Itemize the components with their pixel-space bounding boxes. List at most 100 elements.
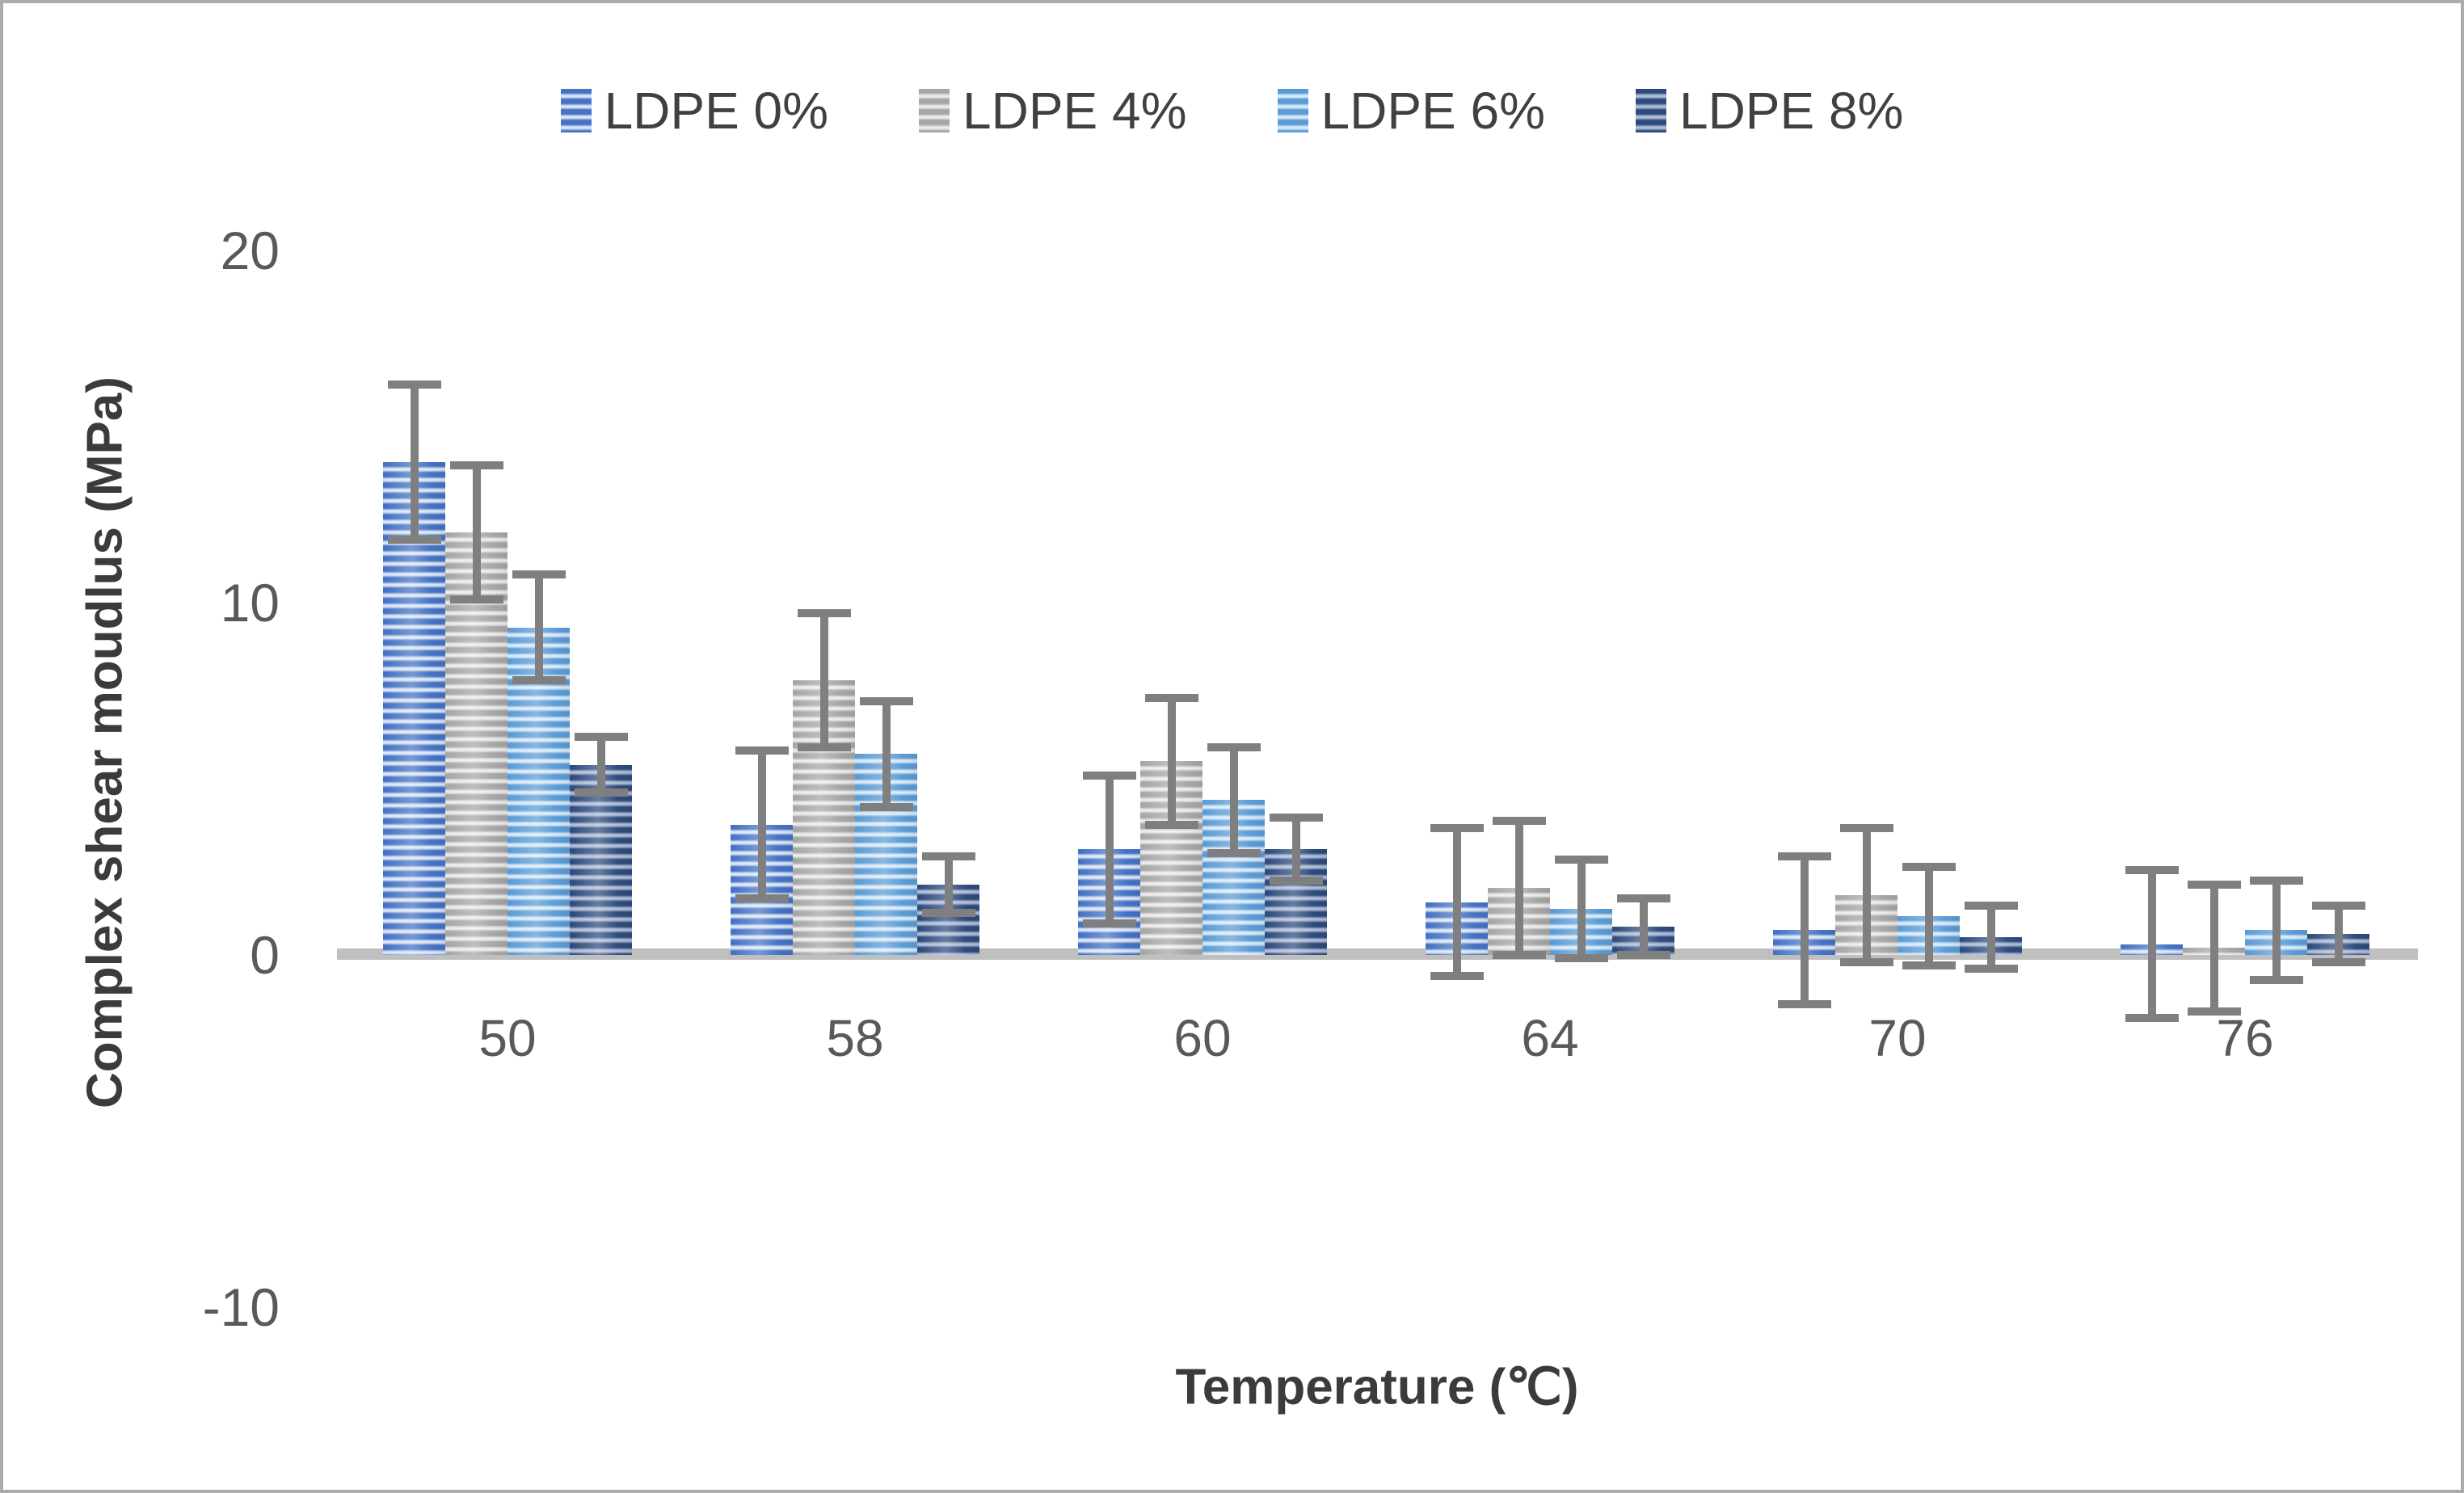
y-axis-tick-label: 10 [220,573,280,633]
error-bar-line [1639,898,1648,955]
error-bar-line [1514,821,1523,955]
error-bar-bottom-cap [387,536,441,544]
error-bar-bottom-cap [1616,951,1670,959]
error-bar-bottom-cap [1777,1000,1831,1008]
error-bar-bottom-cap [574,789,628,797]
error-bar-line [1167,698,1176,825]
error-bar-bottom-cap [2125,1014,2179,1022]
bar-ldpe-0%-50 [383,462,445,955]
error-bar-line [2209,885,2218,1011]
error-bar-top-cap [1964,902,2018,910]
error-bar-bottom-cap [1554,954,1608,962]
x-axis-tick-label: 76 [2216,1009,2274,1067]
error-bar-bottom-cap [859,803,913,811]
error-bar-line [1986,906,1995,969]
error-bar-bottom-cap [1492,951,1546,959]
error-bar-top-cap [735,746,789,755]
legend-swatch-icon [560,89,592,132]
y-axis-tick-label: -10 [202,1277,280,1337]
error-bar-top-cap [859,697,913,705]
error-bar-bottom-cap [1839,958,1893,966]
error-bar-bottom-cap [1269,877,1323,885]
error-bar-top-cap [1269,814,1323,822]
legend-item-label: LDPE 8% [1678,82,1904,140]
legend-item-label: LDPE 6% [1320,82,1545,140]
error-bar-line [1577,860,1586,958]
error-bar-top-cap [1902,863,1956,871]
y-axis-title: Complex shear moudlus (MPa) [77,376,133,1109]
error-bar-top-cap [1144,694,1198,702]
x-axis-tick-label: 50 [478,1009,537,1067]
error-bar-line [410,385,419,540]
error-bar-bottom-cap [449,595,503,604]
legend-item: LDPE 0% [560,81,829,141]
error-bar-bottom-cap [797,743,851,751]
error-bar-top-cap [449,461,503,469]
legend: LDPE 0% LDPE 4% LDPE 6% LDPE 8% [3,81,2461,141]
error-bar-line [1800,856,1809,1004]
error-bar-line [1924,867,1933,965]
error-bar-bottom-cap [2311,958,2365,966]
error-bar-bottom-cap [1430,972,1484,980]
error-bar-bottom-cap [2249,976,2303,984]
error-bar-bottom-cap [1207,849,1261,857]
x-axis-tick-label: 58 [826,1009,884,1067]
y-axis-tick-label: 20 [220,221,280,280]
y-axis-tick-label: 0 [250,925,280,985]
bar-ldpe-8%-58 [917,885,979,955]
error-bar-top-cap [512,570,566,578]
error-bar-top-cap [1492,817,1546,825]
legend-swatch-icon [1635,89,1666,132]
error-bar-line [1291,818,1300,881]
error-bar-top-cap [1616,894,1670,902]
error-bar-line [882,701,891,807]
bar-ldpe-8%-60 [1265,849,1327,955]
error-bar-line [2334,906,2343,962]
error-bar-bottom-cap [921,909,975,917]
error-bar-line [534,574,543,680]
x-axis-title: Temperature (℃) [1175,1359,1579,1415]
error-bar-bottom-cap [735,894,789,902]
error-bar-top-cap [1777,852,1831,860]
legend-swatch-icon [919,89,950,132]
error-bar-top-cap [387,381,441,389]
error-bar-line [1452,828,1461,976]
error-bar-top-cap [574,733,628,741]
x-axis-line [337,948,2418,960]
error-bar-bottom-cap [1082,919,1136,927]
error-bar-line [1105,776,1114,923]
legend-item: LDPE 4% [919,81,1187,141]
error-bar-line [1862,828,1871,962]
error-bar-top-cap [1082,772,1136,780]
error-bar-top-cap [2249,877,2303,885]
error-bar-top-cap [1430,824,1484,832]
error-bar-line [596,737,605,793]
error-bar-top-cap [1554,856,1608,864]
error-bar-bottom-cap [512,676,566,684]
x-axis-tick-label: 70 [1868,1009,1927,1067]
bar-ldpe-8%-50 [570,765,632,955]
legend-swatch-icon [1277,89,1308,132]
error-bar-line [2272,881,2281,980]
x-axis-tick-label: 64 [1521,1009,1579,1067]
error-bar-bottom-cap [1964,965,2018,973]
x-axis-tick-label: 60 [1173,1009,1232,1067]
error-bar-bottom-cap [1902,961,1956,969]
error-bar-line [472,465,481,599]
error-bar-line [944,856,953,913]
error-bar-top-cap [797,609,851,617]
error-bar-top-cap [2187,881,2241,889]
bar-sheen-overlay [383,462,445,955]
legend-item: LDPE 6% [1277,81,1545,141]
error-bar-top-cap [2125,866,2179,874]
error-bar-top-cap [2311,902,2365,910]
error-bar-top-cap [921,852,975,860]
error-bar-line [2147,870,2156,1018]
error-bar-line [819,613,828,747]
error-bar-line [757,751,766,898]
legend-item: LDPE 8% [1635,81,1904,141]
error-bar-bottom-cap [1144,821,1198,829]
bar-sheen-overlay [570,765,632,955]
legend-item-label: LDPE 0% [604,82,829,140]
